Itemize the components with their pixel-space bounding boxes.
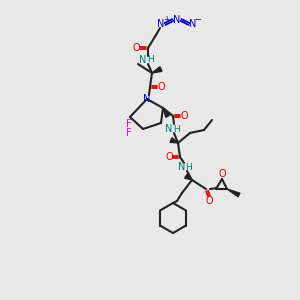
Text: N: N: [178, 162, 186, 172]
Text: N: N: [173, 15, 181, 25]
Text: N: N: [165, 124, 173, 134]
Text: N: N: [139, 55, 147, 65]
Text: N: N: [189, 19, 197, 29]
Polygon shape: [227, 189, 240, 197]
Text: H: H: [186, 163, 192, 172]
Text: O: O: [180, 111, 188, 121]
Text: F: F: [126, 119, 132, 129]
Text: +: +: [163, 16, 169, 25]
Text: F: F: [126, 128, 132, 138]
Text: O: O: [165, 152, 173, 162]
Text: O: O: [218, 169, 226, 179]
Polygon shape: [152, 67, 162, 73]
Text: N: N: [157, 19, 165, 29]
Text: O: O: [132, 43, 140, 53]
Text: N: N: [143, 94, 151, 104]
Text: −: −: [194, 16, 202, 25]
Text: O: O: [157, 82, 165, 92]
Text: H: H: [147, 56, 153, 64]
Polygon shape: [170, 138, 178, 143]
Text: O: O: [205, 196, 213, 206]
Polygon shape: [163, 108, 170, 117]
Text: H: H: [172, 124, 179, 134]
Polygon shape: [184, 174, 192, 180]
